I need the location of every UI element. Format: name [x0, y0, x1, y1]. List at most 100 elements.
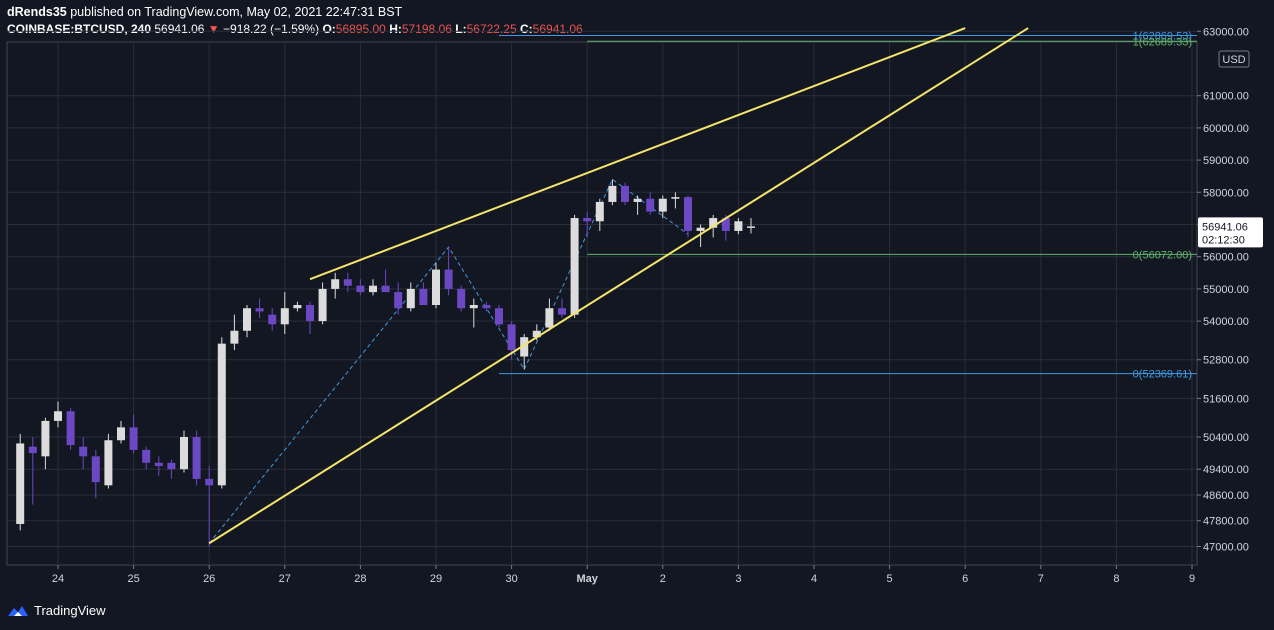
time-tick-label: 27 — [279, 573, 291, 585]
last-price-label: 56941.06 — [1202, 221, 1248, 233]
candle-body — [41, 420, 50, 457]
time-tick-label: May — [576, 573, 598, 585]
candle-body — [570, 218, 579, 315]
price-chart[interactable]: 1(62869.53)1(62689.33) 0(56072.00) 0(52369… — [0, 0, 1274, 595]
price-tick-label: 51600.00 — [1203, 393, 1249, 405]
candle-body — [356, 285, 365, 293]
trendline[interactable] — [309, 27, 966, 281]
price-tick-label: 49400.00 — [1203, 464, 1249, 476]
currency-badge[interactable] — [1218, 50, 1250, 68]
candle-body — [217, 343, 226, 486]
candle-body — [293, 305, 302, 309]
candle-body — [747, 226, 755, 228]
low-label: L: — [455, 22, 467, 36]
candle-body — [595, 201, 604, 222]
candle-body — [79, 446, 88, 457]
candle-body — [369, 285, 377, 293]
low-value: 56722.25 — [466, 22, 517, 36]
candle-body — [54, 411, 62, 421]
candle-body — [583, 218, 592, 222]
tradingview-logo-icon — [8, 605, 28, 616]
candle-body — [633, 198, 642, 202]
high-label: H: — [389, 22, 402, 36]
price-axis[interactable]: 63000.00 61000.00 60000.00 59000.00 58000.00… — [1197, 26, 1250, 554]
candle-body — [671, 197, 680, 199]
open-label: O: — [322, 22, 336, 36]
candle-body — [608, 185, 617, 202]
candle-body — [721, 218, 730, 231]
ohlc-line: COINBASE:BTCUSD, 240 56941.06 ▼ −918.22 … — [7, 22, 583, 36]
time-tick-label: 29 — [430, 573, 442, 585]
publisher-line: dRends35 published on TradingView.com, M… — [7, 5, 402, 19]
candle-body — [142, 449, 151, 463]
time-tick-label: 8 — [1113, 573, 1119, 585]
candle-body — [154, 462, 163, 466]
candle-body — [343, 279, 352, 286]
candle-body — [268, 314, 277, 325]
time-tick-label: 5 — [887, 573, 893, 585]
price-change: −918.22 (−1.59%) — [223, 22, 320, 36]
footer — [0, 595, 1274, 630]
price-tick-label: 47800.00 — [1203, 516, 1249, 528]
candle-body — [117, 427, 125, 441]
fib-level-label: 1(62689.33) — [1133, 36, 1192, 48]
candle-body — [205, 478, 214, 486]
time-tick-label: 3 — [735, 573, 741, 585]
candle-body — [658, 198, 667, 212]
candle-body — [230, 330, 239, 344]
candle-body — [180, 437, 188, 470]
currency-label: USD — [1222, 54, 1245, 66]
last-price-badge — [1198, 217, 1263, 248]
price-tick-label: 54000.00 — [1203, 316, 1249, 328]
chart-header: dRends35 published on TradingView.com, M… — [0, 0, 1274, 42]
price-tick-label: 50400.00 — [1203, 432, 1249, 444]
candle-body — [306, 305, 314, 322]
candle-body — [684, 197, 692, 231]
open-value: 56895.00 — [335, 22, 386, 36]
candle-body — [255, 308, 264, 312]
fib-level-label: 0(52369.61) — [1133, 369, 1192, 381]
price-tick-label: 58000.00 — [1203, 187, 1249, 199]
price-tick-label: 60000.00 — [1203, 123, 1249, 135]
candle-body — [91, 456, 100, 483]
time-tick-label: 7 — [1038, 573, 1044, 585]
tradingview-logo[interactable]: TradingView — [7, 603, 106, 618]
candle-body — [646, 198, 655, 212]
candle-body — [192, 437, 201, 479]
fib-retracement-levels[interactable]: 1(62869.53)1(62689.33) 0(56072.00) 0(52369… — [499, 31, 1197, 381]
price-tick-label: 56000.00 — [1203, 252, 1249, 264]
candle-body — [167, 462, 176, 470]
candle-body — [66, 411, 75, 446]
price-tick-label: 59000.00 — [1203, 155, 1249, 167]
price-tick-label: 47000.00 — [1203, 542, 1249, 554]
candle-body — [444, 269, 453, 289]
zigzag-path[interactable] — [208, 178, 689, 544]
candle-body — [104, 440, 113, 486]
candle-body — [419, 288, 428, 305]
candle-body — [558, 308, 566, 315]
time-axis[interactable]: 24 25 26 27 28 29 30 May 2 3 4 5 6 7 8 9 — [52, 565, 1195, 585]
grid — [6, 30, 1198, 566]
candle-body — [280, 308, 289, 325]
price-tick-label: 52800.00 — [1203, 355, 1249, 367]
fib-level-label: 0(56072.00) — [1133, 249, 1192, 261]
published-text: published on TradingView.com, May 02, 20… — [70, 5, 403, 19]
price-tick-label: 55000.00 — [1203, 284, 1249, 296]
publisher-name[interactable]: dRends35 — [7, 5, 67, 19]
tradingview-brand: TradingView — [34, 603, 106, 618]
candle-body — [532, 330, 541, 338]
candle-body — [482, 305, 491, 309]
candle-body — [469, 305, 478, 309]
candle-body — [457, 288, 466, 309]
trendline[interactable] — [208, 27, 1029, 545]
time-tick-label: 6 — [962, 573, 968, 585]
time-tick-label: 30 — [505, 573, 517, 585]
plot-border — [6, 41, 1198, 566]
time-tick-label: 25 — [127, 573, 139, 585]
symbol-label[interactable]: COINBASE:BTCUSD, 240 — [7, 22, 152, 36]
trendlines[interactable] — [208, 27, 1029, 545]
candle-body — [129, 427, 138, 450]
time-tick-label: 26 — [203, 573, 215, 585]
zigzag-dashed-line[interactable] — [208, 178, 689, 544]
close-value: 56941.06 — [532, 22, 583, 36]
